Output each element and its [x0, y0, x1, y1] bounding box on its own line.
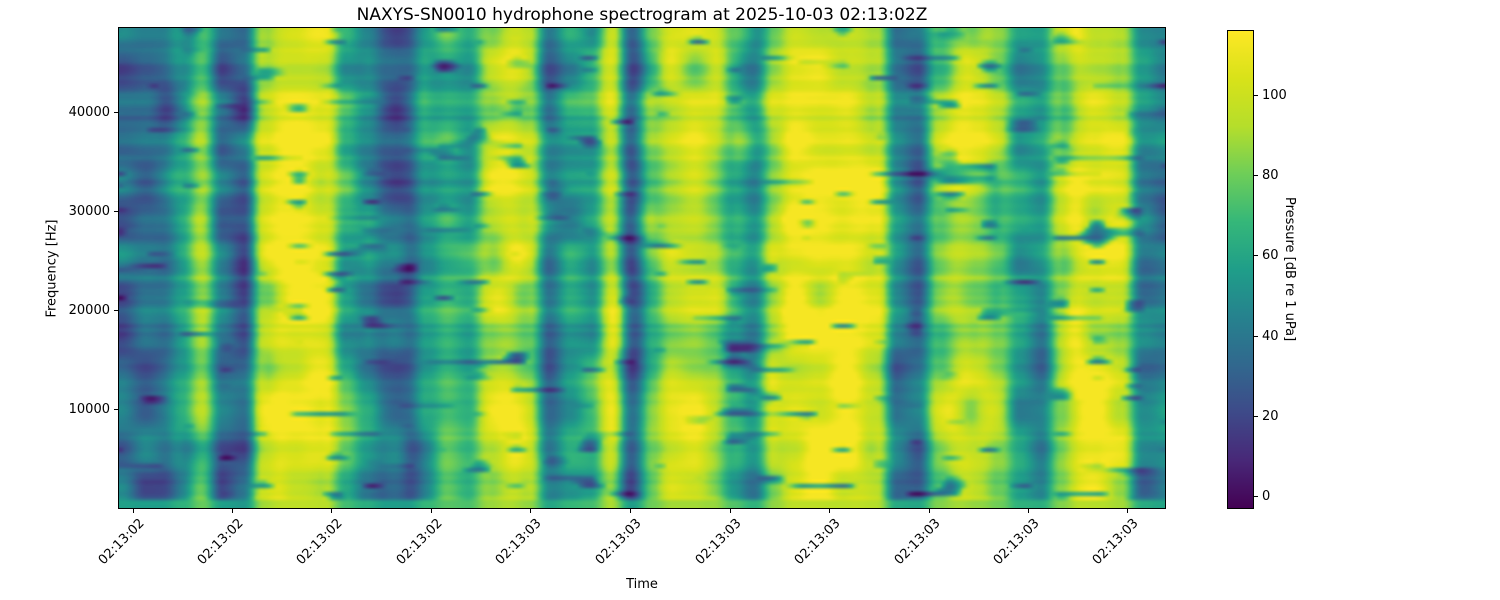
x-tick-mark: [1127, 509, 1129, 513]
x-tick-mark: [829, 509, 831, 513]
x-tick-label: 02:13:03: [1090, 516, 1142, 568]
x-tick-mark: [1027, 509, 1029, 513]
colorbar-tick-label: 60: [1262, 248, 1279, 264]
x-tick-mark: [630, 509, 632, 513]
colorbar-tick-mark: [1254, 175, 1258, 177]
colorbar-tick-mark: [1254, 255, 1258, 257]
colorbar-label: Pressure [dB re 1 uPa]: [1282, 197, 1297, 342]
colorbar-tick-mark: [1254, 415, 1258, 417]
x-tick-mark: [331, 509, 333, 513]
colorbar-tick-mark: [1254, 495, 1258, 497]
x-tick-mark: [729, 509, 731, 513]
y-tick-label: 20000: [68, 303, 110, 319]
x-tick-mark: [132, 509, 134, 513]
colorbar-tick-mark: [1254, 335, 1258, 337]
x-tick-label: 02:13:02: [294, 516, 346, 568]
x-tick-mark: [928, 509, 930, 513]
colorbar: [1227, 30, 1254, 509]
y-tick-mark: [114, 211, 118, 213]
spectrogram-image: [119, 28, 1165, 508]
x-tick-label: 02:13:02: [393, 516, 446, 568]
x-tick-mark: [530, 509, 532, 513]
x-tick-label: 02:13:03: [593, 516, 646, 568]
x-tick-mark: [231, 509, 233, 513]
x-tick-label: 02:13:02: [194, 516, 247, 568]
y-tick-label: 30000: [68, 204, 110, 220]
x-tick-label: 02:13:03: [492, 516, 545, 568]
colorbar-tick-label: 20: [1262, 408, 1279, 424]
x-tick-mark: [430, 509, 432, 513]
y-tick-label: 10000: [68, 402, 110, 418]
y-axis-label: Frequency [Hz]: [44, 219, 60, 318]
y-tick-mark: [114, 409, 118, 411]
colorbar-tick-label: 100: [1262, 88, 1287, 104]
y-tick-label: 40000: [68, 105, 110, 121]
x-tick-label: 02:13:03: [990, 516, 1043, 568]
chart-title: NAXYS-SN0010 hydrophone spectrogram at 2…: [356, 5, 928, 25]
spectrogram-plot: [118, 27, 1166, 509]
x-axis-label: Time: [626, 577, 658, 592]
colorbar-tick-label: 80: [1262, 168, 1279, 184]
y-tick-mark: [114, 112, 118, 114]
x-tick-label: 02:13:03: [692, 516, 745, 568]
y-tick-mark: [114, 310, 118, 312]
x-tick-label: 02:13:03: [891, 516, 944, 568]
colorbar-tick-mark: [1254, 95, 1258, 97]
x-tick-label: 02:13:02: [95, 516, 148, 568]
colorbar-tick-label: 0: [1262, 488, 1271, 504]
colorbar-tick-label: 40: [1262, 328, 1279, 344]
x-tick-label: 02:13:03: [791, 516, 844, 568]
